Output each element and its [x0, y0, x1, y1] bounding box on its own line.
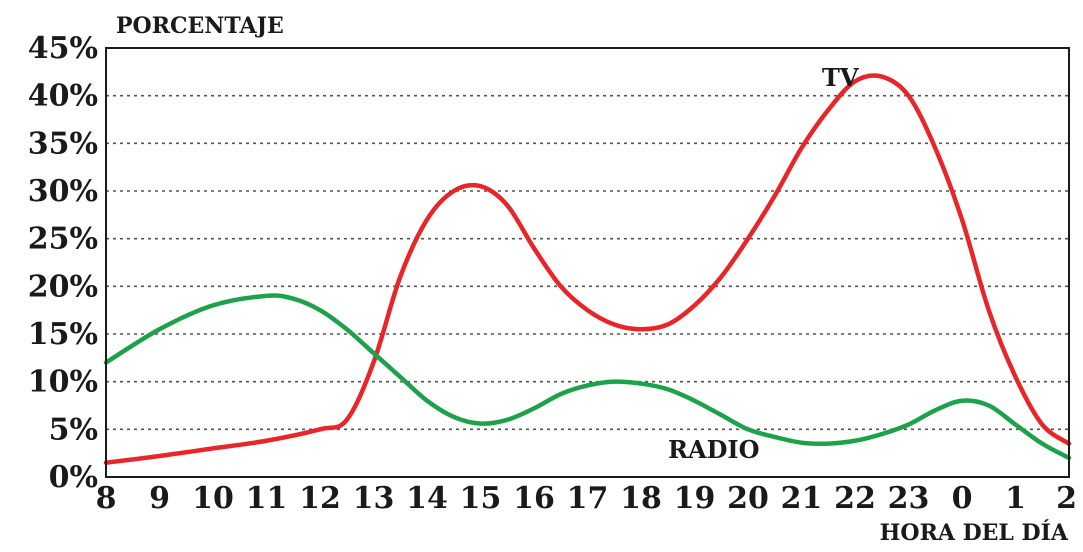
x-tick-label: 14: [406, 481, 448, 516]
series-label-radio: RADIO: [668, 435, 760, 464]
series-lines: [103, 73, 1072, 465]
y-tick-label: 25%: [28, 222, 98, 257]
x-axis-title: HORA DEL DÍA: [880, 519, 1069, 546]
x-tick-label: 18: [620, 481, 662, 516]
x-tick-label: 2: [1056, 481, 1077, 516]
x-tick-label: 19: [674, 481, 716, 516]
y-tick-label: 30%: [28, 174, 98, 209]
plot-frame: [105, 47, 1070, 478]
x-tick-label: 0: [952, 481, 973, 516]
y-tick-label: 35%: [28, 126, 98, 161]
gridlines: [106, 94, 1069, 431]
y-tick-label: 10%: [28, 365, 98, 400]
x-tick-label: 21: [781, 481, 823, 516]
x-tick-label: 9: [149, 481, 170, 516]
x-tick-label: 13: [353, 481, 395, 516]
y-tick-label: 15%: [28, 317, 98, 352]
series-line-tv: [103, 73, 1072, 465]
x-tick-label: 17: [567, 481, 609, 516]
y-tick-label: 0%: [49, 460, 98, 495]
x-tick-label: 23: [888, 481, 930, 516]
series-label-tv: TV: [822, 63, 859, 92]
x-tick-label: 20: [727, 481, 769, 516]
x-tick-label: 12: [299, 481, 341, 516]
y-axis-ticks: 0% 5% 10% 15% 20% 25% 30% 35% 40% 45%: [28, 31, 98, 495]
y-tick-label: 40%: [28, 79, 98, 114]
y-tick-label: 20%: [28, 269, 98, 304]
series-line-radio: [103, 293, 1072, 461]
y-tick-label: 5%: [49, 412, 98, 447]
x-tick-label: 22: [834, 481, 876, 516]
x-tick-label: 16: [513, 481, 555, 516]
x-tick-label: 10: [192, 481, 234, 516]
x-axis-ticks: 8 9 10 11 12 13 14 15 16 17 18 19 20 21 22 23 0 1 2: [96, 481, 1077, 516]
y-axis-title: PORCENTAJE: [116, 13, 284, 39]
x-tick-label: 1: [1005, 481, 1026, 516]
x-tick-label: 8: [96, 481, 117, 516]
x-tick-label: 15: [460, 481, 502, 516]
y-tick-label: 45%: [28, 31, 98, 66]
x-tick-label: 11: [246, 481, 288, 516]
